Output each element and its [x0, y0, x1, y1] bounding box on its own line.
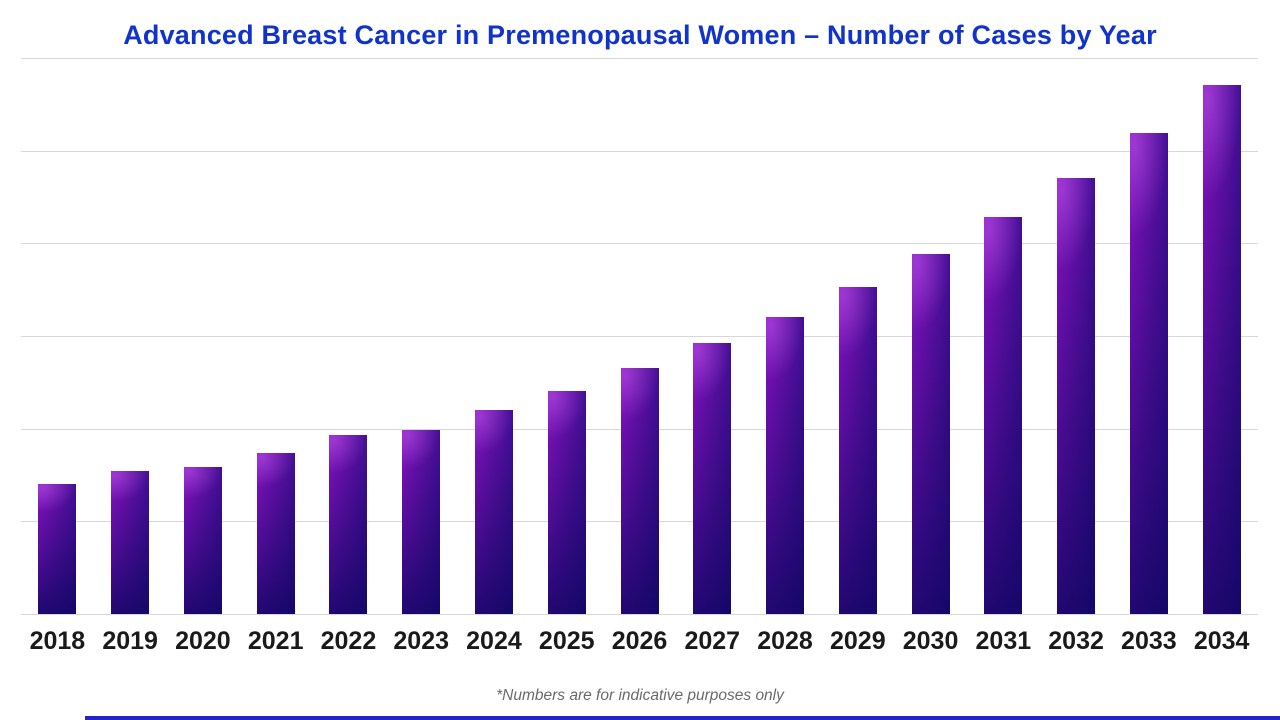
bar-slot	[1112, 58, 1185, 614]
bar-2028	[766, 316, 805, 614]
gridline	[21, 336, 1258, 337]
bar-2021	[256, 452, 295, 614]
bar-slot	[385, 58, 458, 614]
bar-2023	[402, 429, 441, 614]
x-axis-label-2019: 2019	[102, 627, 158, 655]
x-axis-label-2024: 2024	[466, 627, 522, 655]
bar-slot	[167, 58, 240, 614]
bar-slot	[21, 58, 94, 614]
bar-2032	[1057, 177, 1096, 614]
bar-2029	[838, 286, 877, 614]
gridline	[21, 150, 1258, 152]
bar-slot	[94, 58, 167, 614]
bar-2034	[1202, 84, 1241, 614]
chart-title: Advanced Breast Cancer in Premenopausal …	[123, 20, 1157, 50]
bar-slot	[967, 58, 1040, 614]
bar-slot	[821, 58, 894, 614]
bar-2025	[547, 390, 586, 614]
bar-2026	[620, 367, 659, 614]
x-axis-label-2023: 2023	[393, 627, 450, 655]
x-axis-label-2030: 2030	[902, 627, 959, 655]
bar-slot	[530, 58, 603, 614]
bar-slot	[1040, 58, 1113, 614]
bar-slot	[603, 58, 676, 614]
x-axis-labels-row: 2018 2019 2020 2021 2022 2023 2024 2025 2026 2027…	[21, 627, 1258, 656]
footnote: *Numbers are for indicative purposes onl…	[496, 687, 784, 704]
bar-2030	[911, 253, 950, 614]
x-axis-label-2020: 2020	[175, 627, 231, 655]
x-axis-label-2026: 2026	[611, 627, 668, 655]
x-axis-label-2025: 2025	[538, 627, 595, 655]
bar-2022	[329, 435, 368, 614]
bar-slot	[676, 58, 749, 614]
bar-2027	[693, 343, 732, 614]
x-axis-label-2034: 2034	[1193, 627, 1250, 655]
bottom-accent-line	[85, 716, 1280, 720]
bar-2024	[474, 410, 513, 614]
gridline	[21, 243, 1258, 245]
x-axis-label-2022: 2022	[320, 627, 377, 655]
bar-slot	[239, 58, 312, 614]
bars-container	[21, 58, 1258, 614]
x-axis-label-2033: 2033	[1121, 627, 1177, 655]
bar-2019	[111, 471, 150, 614]
x-axis-label-2032: 2032	[1048, 627, 1104, 655]
x-axis-label-2021: 2021	[247, 627, 304, 655]
bar-chart-plot-area	[21, 58, 1258, 615]
x-axis-label-2029: 2029	[829, 627, 886, 655]
bar-slot	[312, 58, 385, 614]
bar-slot	[1185, 58, 1258, 614]
x-axis-label-2028: 2028	[757, 627, 813, 655]
gridline	[21, 58, 1258, 59]
gridline	[21, 614, 1258, 615]
x-axis-label-2018: 2018	[29, 627, 86, 655]
x-axis-label-2027: 2027	[684, 627, 741, 655]
x-axis-label-2031: 2031	[975, 627, 1032, 655]
bar-2020	[183, 466, 222, 614]
bar-2031	[984, 217, 1023, 614]
bar-slot	[458, 58, 531, 614]
bar-2033	[1129, 133, 1168, 614]
bar-slot	[894, 58, 967, 614]
bar-2018	[38, 484, 77, 614]
bar-slot	[749, 58, 822, 614]
